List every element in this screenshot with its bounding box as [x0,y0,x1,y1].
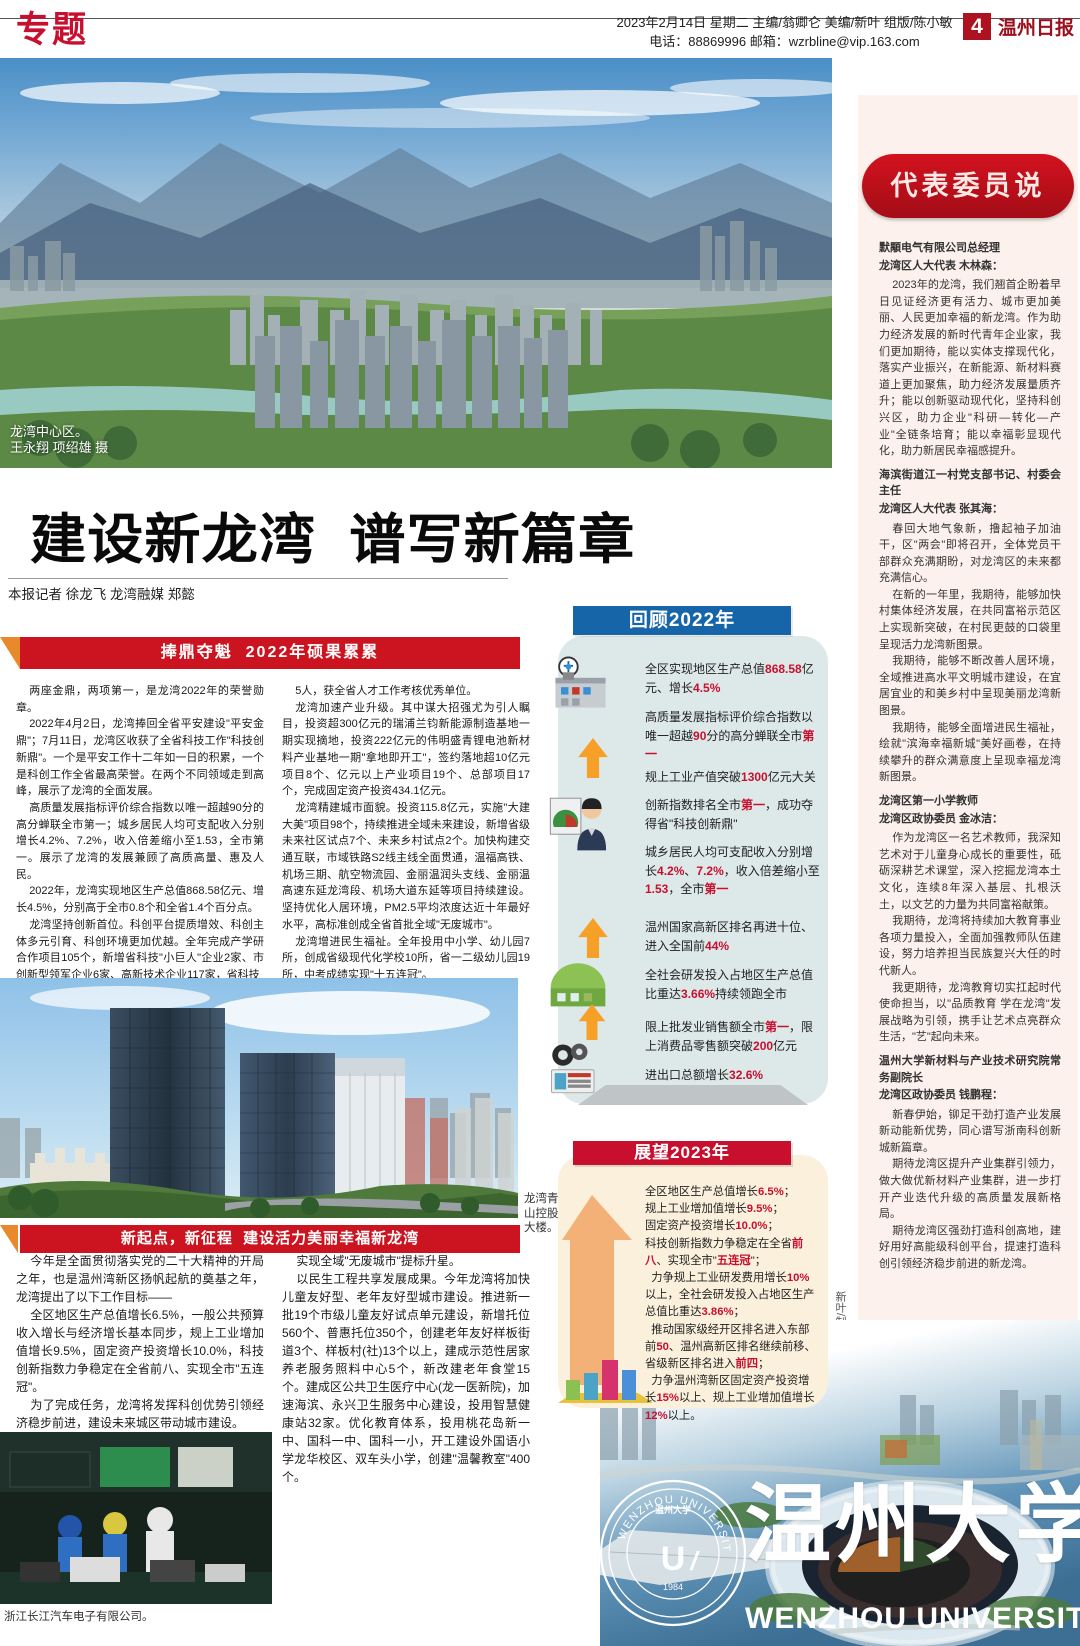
svg-text:温州大学: 温州大学 [655,1504,691,1515]
svg-text:1984: 1984 [663,1582,683,1592]
svg-text:U: U [661,1540,686,1578]
svg-text:/: / [689,1546,700,1576]
